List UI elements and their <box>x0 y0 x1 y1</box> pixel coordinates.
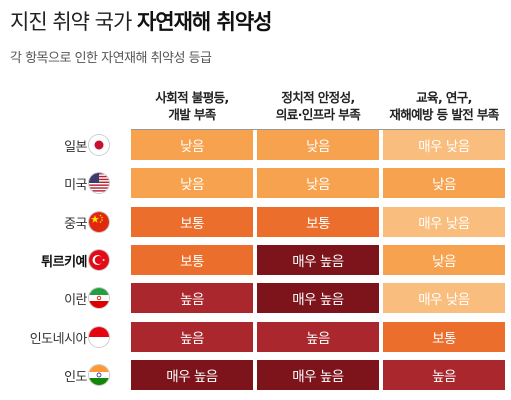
turkey-flag-icon <box>89 249 109 270</box>
table-cell: 높음 <box>131 283 253 314</box>
table-cell: 낮음 <box>383 168 505 199</box>
title-bold: 자연재해 취약성 <box>136 10 273 34</box>
table-cell: 매우 높음 <box>257 359 379 390</box>
iran-flag-icon <box>89 288 109 309</box>
table-cell: 높음 <box>257 321 379 352</box>
row-label-country: 이란 <box>64 293 87 309</box>
table-cell: 매우 낮음 <box>383 206 505 237</box>
table-cell: 매우 낮음 <box>383 130 505 160</box>
table-cell: 높음 <box>383 359 505 390</box>
row-label-country: 미국 <box>64 178 87 194</box>
chart-subtitle: 각 항목으로 인한 자연재해 취약성 등급 <box>10 51 212 66</box>
indonesia-flag-icon <box>89 326 109 347</box>
usa-flag-icon <box>89 173 109 194</box>
table-cell: 낮음 <box>131 168 253 199</box>
row-label-country: 튀르키예 <box>41 254 87 270</box>
table-cell: 매우 높음 <box>257 283 379 314</box>
table-cell: 낮음 <box>257 168 379 199</box>
title-light: 지진 취약 국가 <box>10 10 137 34</box>
column-header-political-stability: 정치적 안정성, 의료·인프라 부족 <box>275 90 361 122</box>
column-header-inequality: 사회적 불평등, 개발 부족 <box>155 90 229 122</box>
chart-title: 지진 취약 국가 자연재해 취약성 <box>10 6 273 36</box>
column-header-education-research: 교육, 연구, 재해예방 등 발전 부족 <box>389 90 499 122</box>
table-cell: 매우 낮음 <box>383 283 505 314</box>
table-cell: 보통 <box>131 206 253 237</box>
japan-flag-icon <box>89 135 109 155</box>
table-cell: 매우 높음 <box>257 244 379 275</box>
table-cell: 보통 <box>257 206 379 237</box>
table-cell: 매우 높음 <box>131 359 253 390</box>
header-divider <box>131 129 505 130</box>
table-cell: 낮음 <box>257 130 379 160</box>
table-cell: 보통 <box>131 244 253 275</box>
table-cell: 낮음 <box>131 130 253 160</box>
row-label-country: 인도 <box>64 369 87 385</box>
table-cell: 낮음 <box>383 244 505 275</box>
row-label-country: 일본 <box>64 140 87 155</box>
table-cell: 보통 <box>383 321 505 352</box>
table-cell: 높음 <box>131 321 253 352</box>
row-label-country: 중국 <box>64 216 87 232</box>
row-label-country: 인도네시아 <box>29 331 88 347</box>
china-flag-icon <box>89 211 109 232</box>
india-flag-icon <box>89 364 109 385</box>
